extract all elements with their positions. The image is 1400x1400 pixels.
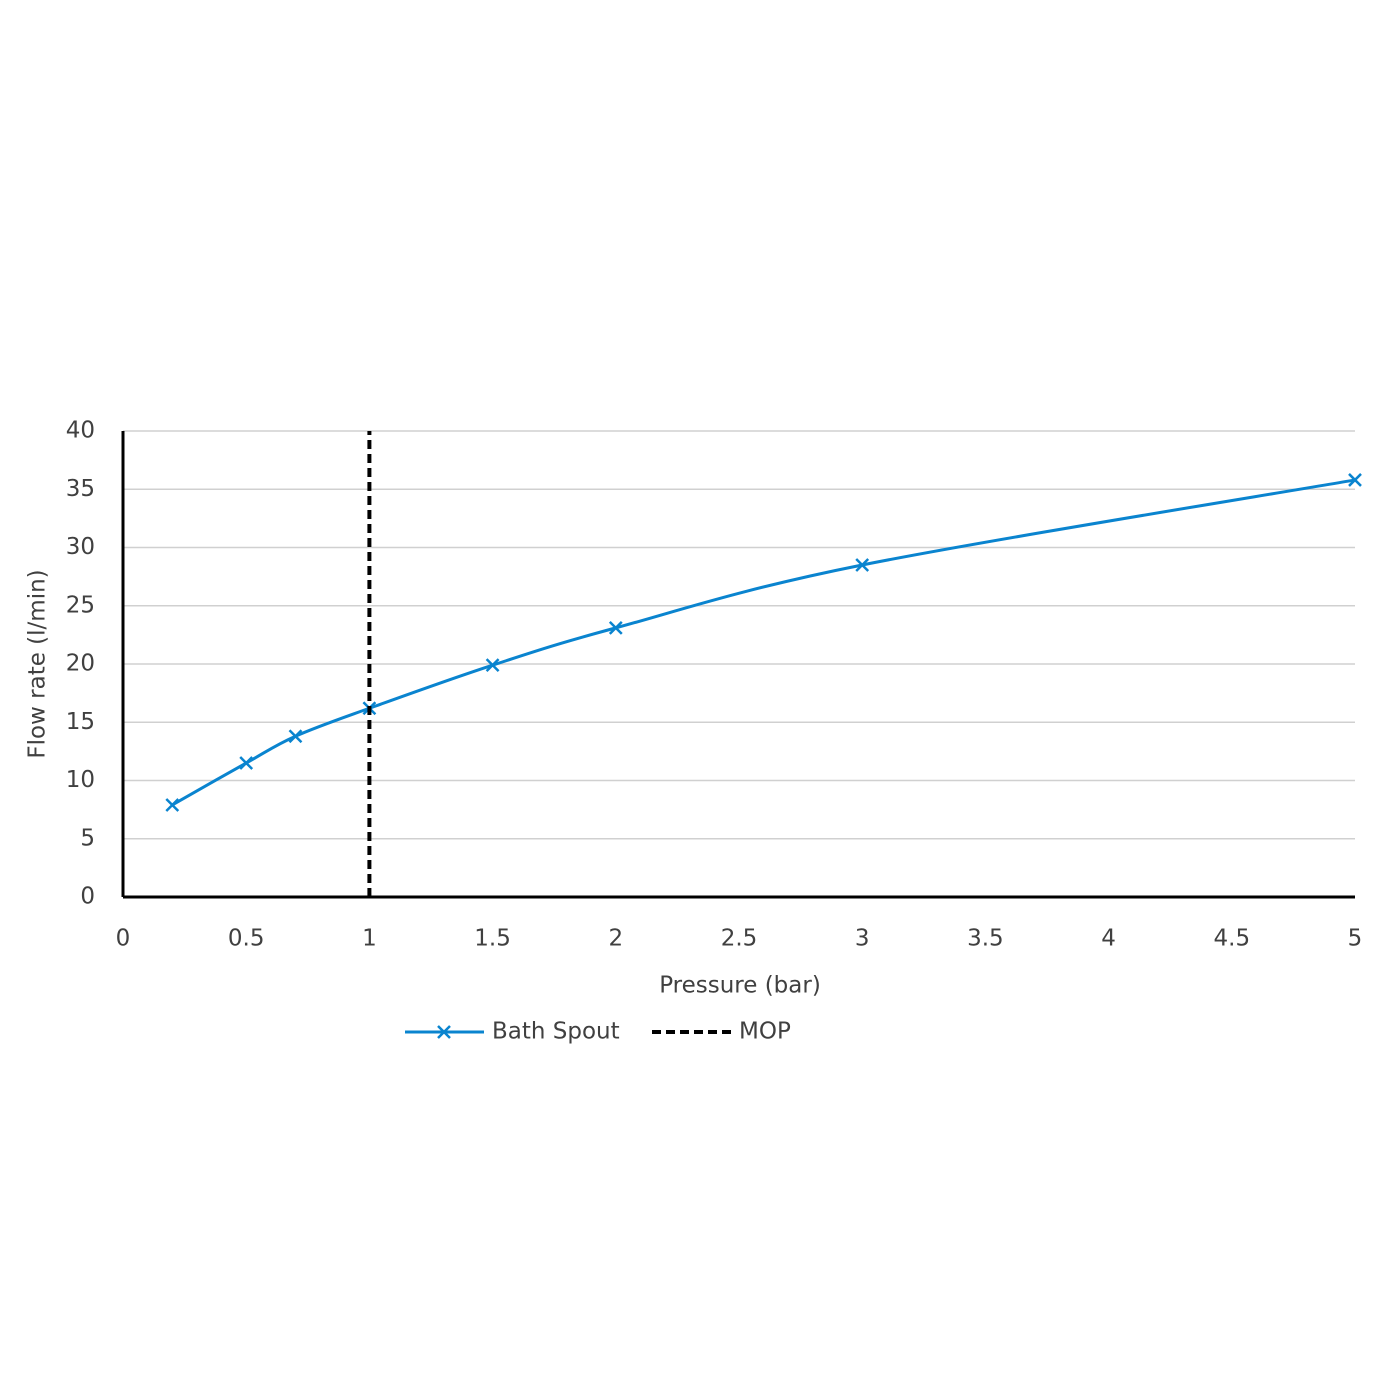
y-tick-label: 40 — [66, 418, 95, 444]
x-tick-label: 3 — [855, 926, 870, 952]
x-tick-label: 0 — [116, 926, 131, 952]
x-tick-label: 4.5 — [1214, 926, 1251, 952]
y-tick-label: 15 — [66, 709, 95, 735]
x-tick-label: 3.5 — [967, 926, 1004, 952]
marker — [485, 658, 500, 673]
legend-label: Bath Spout — [492, 1019, 620, 1045]
y-axis-label: Flow rate (l/min) — [25, 569, 51, 758]
x-tick-label: 1 — [362, 926, 377, 952]
marker — [437, 1025, 451, 1039]
x-tick-label: 2 — [608, 926, 623, 952]
legend-label: MOP — [739, 1019, 791, 1045]
x-axis-label: Pressure (bar) — [659, 973, 821, 999]
y-tick-label: 10 — [66, 767, 95, 793]
x-tick-label: 2.5 — [721, 926, 758, 952]
marker — [855, 558, 870, 572]
y-tick-label: 25 — [66, 592, 95, 618]
y-tick-label: 5 — [80, 825, 95, 851]
x-tick-label: 0.5 — [228, 926, 265, 952]
x-tick-label: 5 — [1348, 926, 1363, 952]
x-tick-label: 4 — [1101, 926, 1116, 952]
x-tick-label: 1.5 — [474, 926, 511, 952]
marker — [288, 729, 303, 744]
marker — [1348, 473, 1362, 487]
marker — [165, 798, 180, 812]
y-tick-label: 20 — [66, 651, 95, 677]
marker — [608, 621, 623, 635]
y-tick-label: 30 — [66, 534, 95, 560]
y-tick-label: 0 — [80, 884, 95, 910]
marker — [239, 756, 254, 770]
series-line — [171, 478, 1356, 807]
y-tick-label: 35 — [66, 476, 95, 502]
